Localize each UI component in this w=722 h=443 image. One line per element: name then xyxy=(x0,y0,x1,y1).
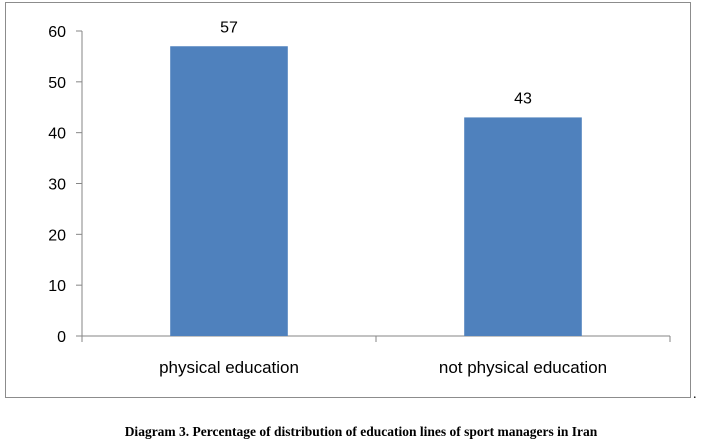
y-tick-label: 10 xyxy=(48,278,66,295)
y-tick-label: 40 xyxy=(48,126,66,143)
bar-1 xyxy=(170,46,288,336)
y-tick-label: 50 xyxy=(48,75,66,92)
x-category-label: physical education xyxy=(159,358,299,377)
data-label-1: 57 xyxy=(220,19,238,36)
y-tick-label: 60 xyxy=(48,24,66,41)
data-label-2: 43 xyxy=(514,90,532,107)
labels: 0 10 20 30 40 50 60 57 physical education 43 not p… xyxy=(48,19,607,377)
y-tick-label: 20 xyxy=(48,227,66,244)
trailing-period: . xyxy=(693,387,697,402)
bars xyxy=(170,46,582,337)
y-tick-label: 30 xyxy=(48,177,66,194)
bar-2 xyxy=(464,117,582,337)
y-tick-label: 0 xyxy=(57,329,66,346)
x-category-label: not physical education xyxy=(439,358,607,377)
figure-caption: Diagram 3. Percentage of distribution of… xyxy=(124,424,598,439)
